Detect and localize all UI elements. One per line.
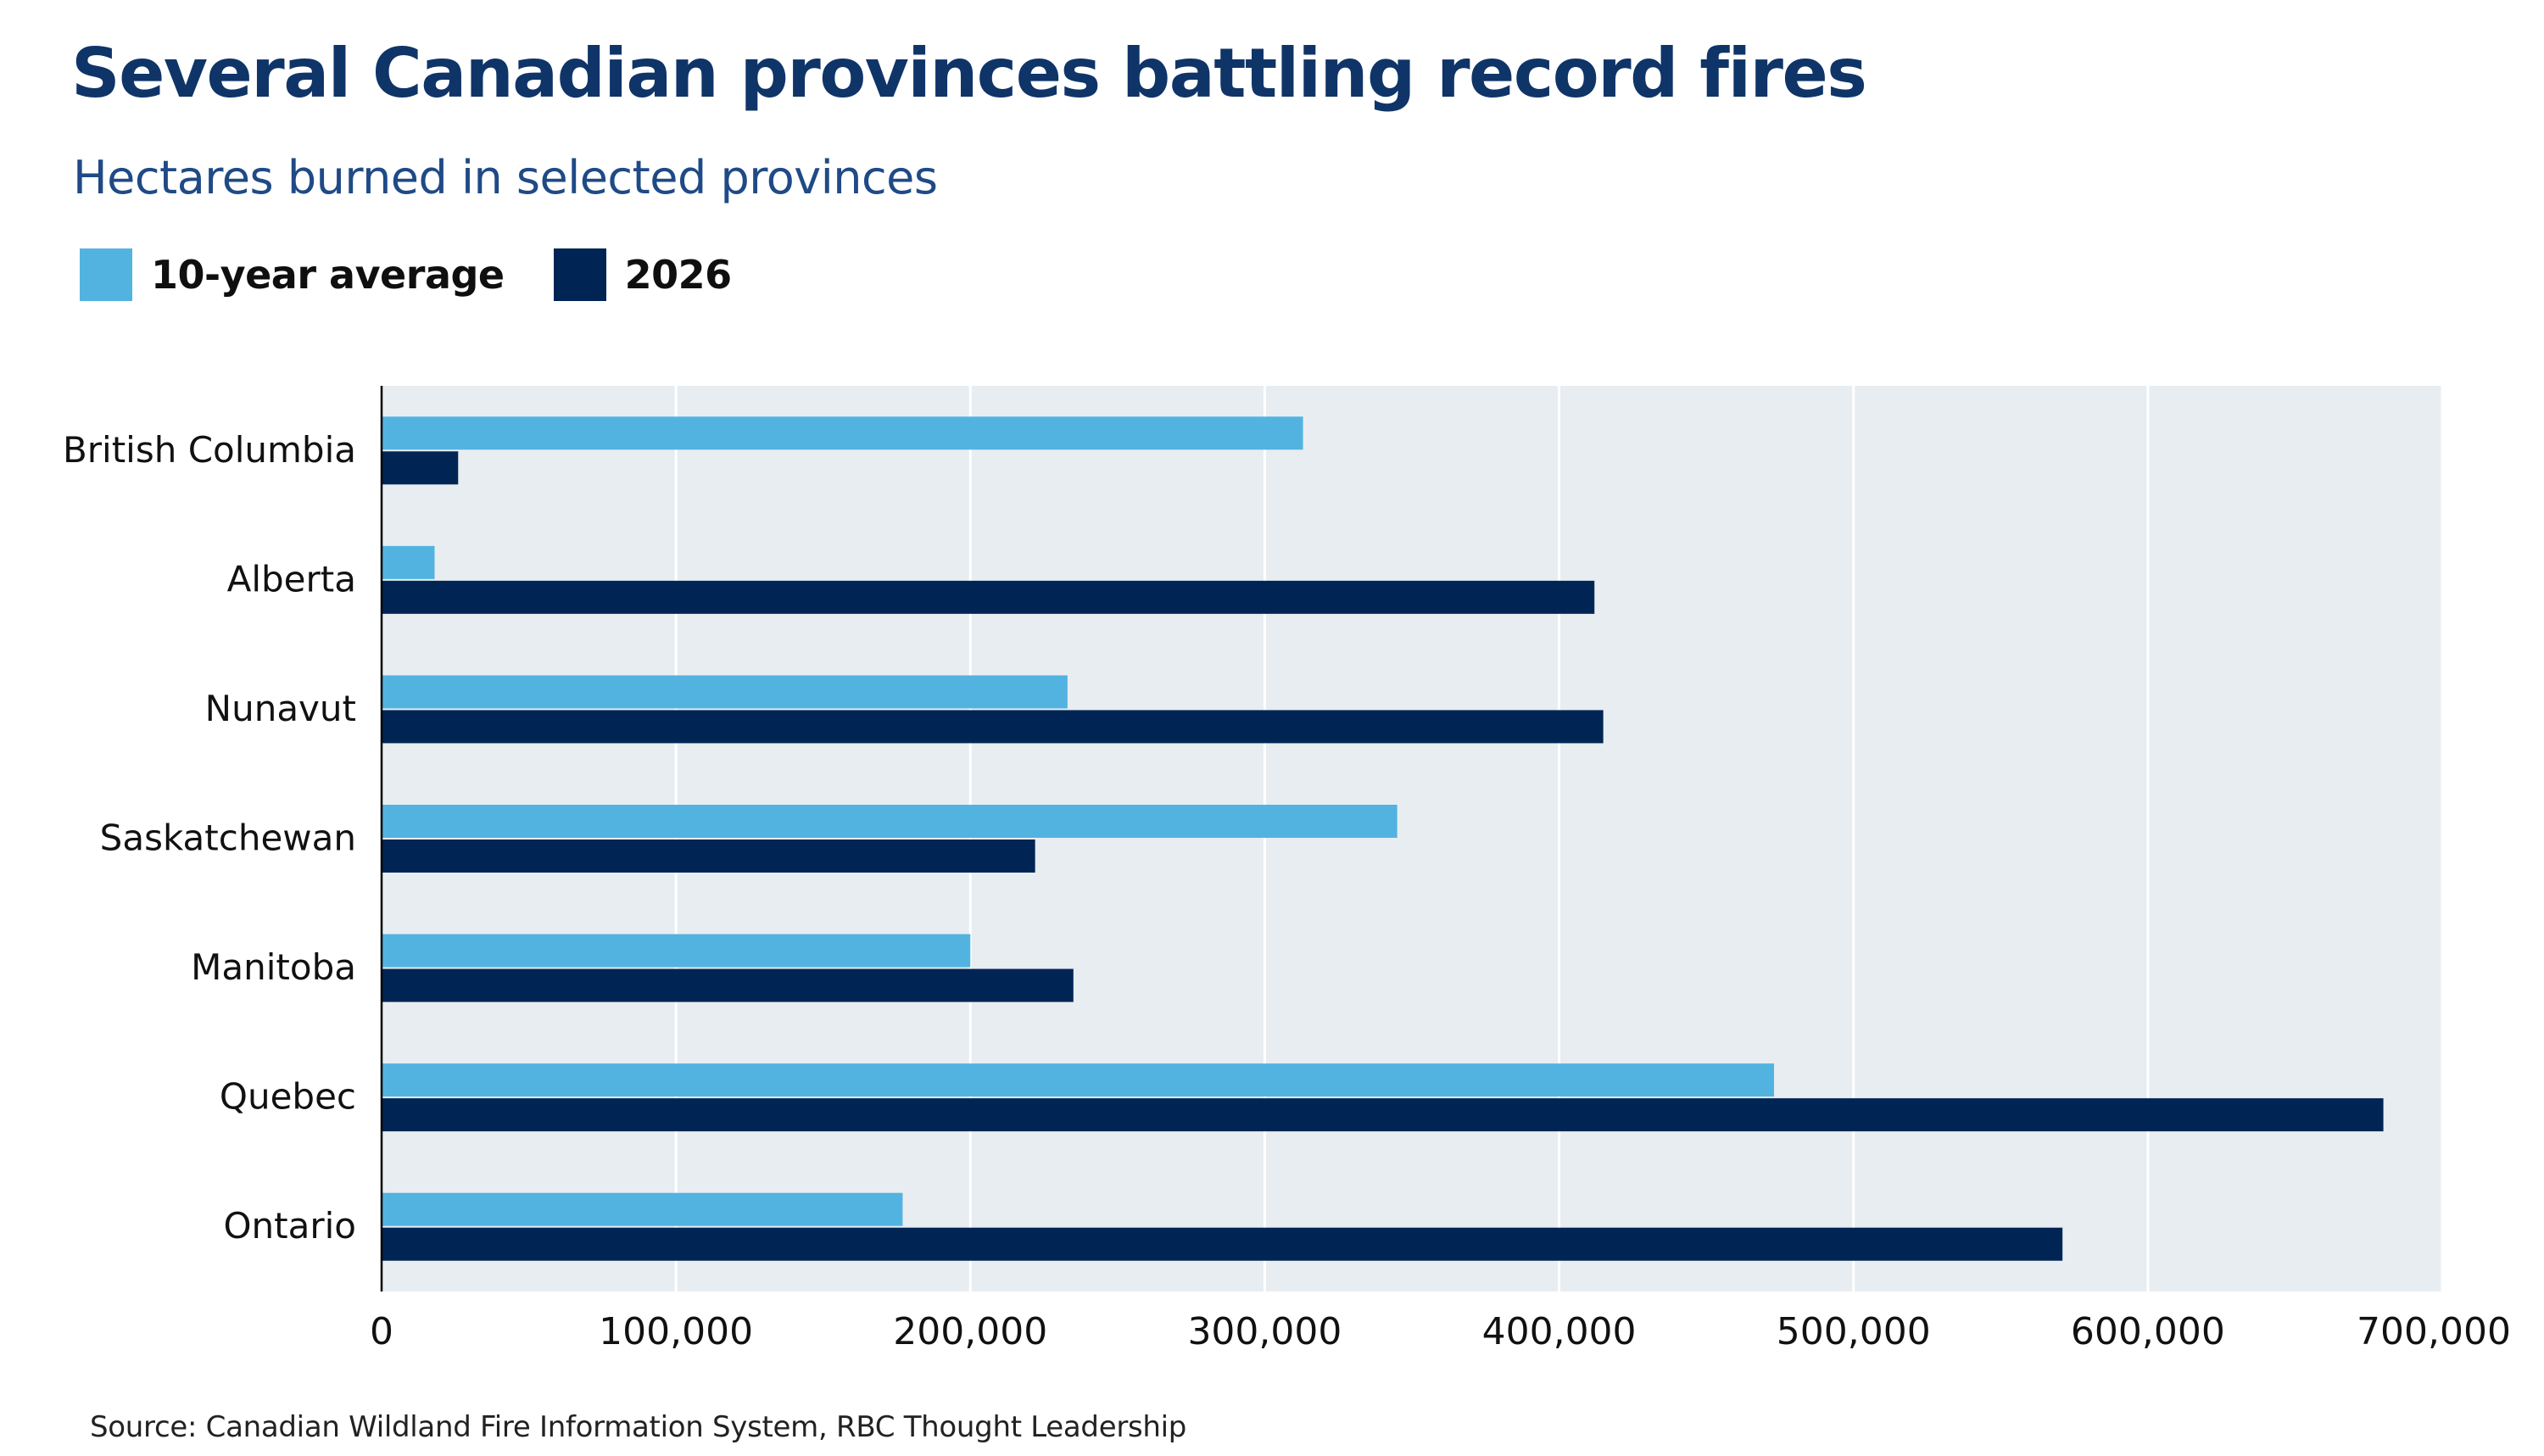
x-tick-label: 400,000 xyxy=(1482,1310,1637,1353)
bar-alberta-2026 xyxy=(382,580,1595,614)
category-label: Manitoba xyxy=(191,946,356,988)
legend-item-2026: 2026 xyxy=(553,248,733,301)
bar-british-columbia-2026 xyxy=(382,451,459,485)
category-label: Nunavut xyxy=(205,688,356,729)
bar-saskatchewan-2026 xyxy=(382,840,1035,873)
legend-swatch-10-year-average xyxy=(80,248,132,301)
x-tick-label: 700,000 xyxy=(2357,1310,2511,1353)
legend-label-2026: 2026 xyxy=(624,252,733,298)
bar-quebec-10-year-average xyxy=(382,1063,1774,1097)
x-tick-label: 100,000 xyxy=(599,1310,753,1353)
chart-title: Several Canadian provinces battling reco… xyxy=(71,34,1867,113)
source-note: Source: Canadian Wildland Fire Informati… xyxy=(90,1410,1187,1444)
bar-nunavut-10-year-average xyxy=(382,675,1068,709)
category-label: Quebec xyxy=(220,1076,356,1118)
x-tick-label: 600,000 xyxy=(2071,1310,2225,1353)
category-label: British Columbia xyxy=(63,429,356,471)
x-tick-label: 0 xyxy=(370,1310,393,1353)
category-label: Ontario xyxy=(223,1205,356,1247)
bar-ontario-2026 xyxy=(382,1227,2063,1261)
plot-area xyxy=(382,386,2442,1291)
x-tick-label: 200,000 xyxy=(893,1310,1047,1353)
bar-nunavut-2026 xyxy=(382,710,1604,744)
category-label: Alberta xyxy=(227,558,356,600)
bar-british-columbia-10-year-average xyxy=(382,416,1303,450)
legend: 10-year average 2026 xyxy=(80,246,781,304)
x-tick-label: 500,000 xyxy=(1777,1310,1931,1353)
chart-subtitle: Hectares burned in selected provinces xyxy=(73,151,938,204)
bar-manitoba-10-year-average xyxy=(382,934,971,968)
bar-saskatchewan-10-year-average xyxy=(382,805,1398,838)
legend-item-10-year-average: 10-year average xyxy=(80,248,505,301)
legend-label-10-year-average: 10-year average xyxy=(151,252,505,298)
bar-quebec-2026 xyxy=(382,1098,2384,1132)
category-label: Saskatchewan xyxy=(100,817,356,859)
x-tick-label: 300,000 xyxy=(1187,1310,1342,1353)
bar-ontario-10-year-average xyxy=(382,1192,903,1226)
legend-swatch-2026 xyxy=(553,248,606,301)
bar-alberta-10-year-average xyxy=(382,545,435,579)
bar-manitoba-2026 xyxy=(382,968,1074,1002)
